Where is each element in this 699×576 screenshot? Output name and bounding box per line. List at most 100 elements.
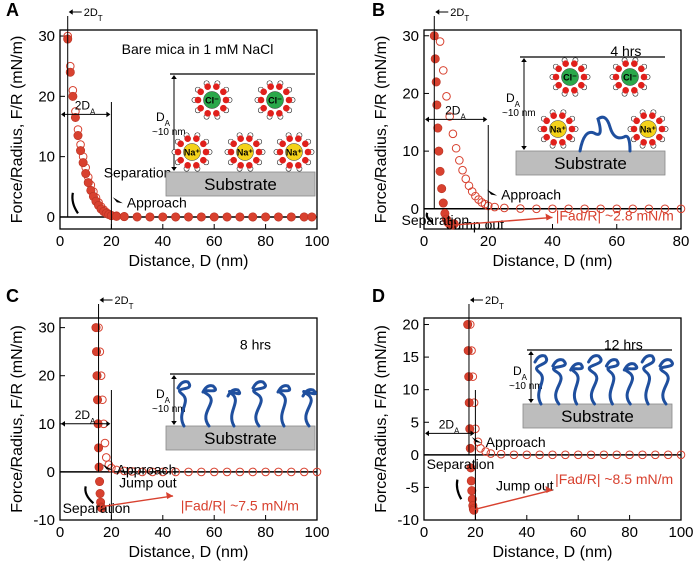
water-o-atom <box>612 73 620 81</box>
time-label: 12 hrs <box>604 336 643 352</box>
na-ion: Na⁺ <box>171 132 213 172</box>
water-o-atom <box>578 65 585 73</box>
ion-core <box>639 120 657 138</box>
approach-point <box>535 450 544 460</box>
water-o-atom <box>213 110 220 117</box>
separation-point <box>469 505 479 515</box>
y-tick-label: 10 <box>402 382 419 399</box>
approach-point <box>561 450 570 460</box>
arrow-head <box>470 430 475 437</box>
water-o-atom <box>640 112 647 119</box>
approach-point <box>100 438 110 448</box>
water-o-atom <box>571 60 578 67</box>
inset-da-label: DA <box>156 387 171 405</box>
y-tick-label: 20 <box>38 368 55 385</box>
approach-label: Approach <box>501 187 561 203</box>
ion-label: Na⁺ <box>550 125 567 135</box>
polymer-chain <box>301 388 317 428</box>
approach-point <box>500 203 509 213</box>
arrow-head <box>106 111 111 118</box>
cl-ion: Cl⁻ <box>549 57 591 97</box>
water-o-atom <box>615 81 622 89</box>
approach-point <box>596 204 605 214</box>
water-o-atom <box>197 104 204 112</box>
separation-point <box>467 486 477 496</box>
plot-frame <box>59 317 318 521</box>
inset-size-label: ~10 nm <box>152 404 186 415</box>
separation-point <box>81 169 91 179</box>
separation-point <box>449 219 459 229</box>
water-o-atom <box>543 133 550 141</box>
water-o-atom <box>568 125 576 133</box>
ion-label: Na⁺ <box>184 148 201 158</box>
water-o-atom <box>276 110 283 117</box>
water-o-atom <box>555 65 562 73</box>
separation-point <box>95 477 105 487</box>
water-o-atom <box>237 162 244 169</box>
arrow-head <box>61 421 65 427</box>
water-o-atom <box>552 73 560 81</box>
separation-arrow-icon <box>455 479 463 500</box>
water-o-atom <box>253 156 260 164</box>
y-tick-label: -5 <box>406 479 419 496</box>
water-o-atom <box>279 156 286 164</box>
polymer-chain <box>578 115 632 153</box>
ion-core <box>621 68 639 86</box>
separation-point <box>91 347 101 357</box>
separation-point <box>273 212 283 222</box>
separation-point <box>235 212 245 222</box>
approach-point <box>148 467 157 477</box>
water-o-atom <box>631 87 638 94</box>
ion-label: Na⁺ <box>640 125 657 135</box>
water-o-atom <box>194 96 202 104</box>
approach-point <box>209 467 219 477</box>
substrate-block <box>165 171 316 197</box>
approach-point <box>235 467 245 477</box>
x-tick-label: 20 <box>467 524 484 541</box>
water-o-atom <box>649 112 656 119</box>
jump-out-arrow <box>102 495 174 508</box>
jump-out-label: Jump out <box>446 217 504 233</box>
approach-point <box>197 467 206 477</box>
water-o-atom <box>658 125 666 133</box>
separation-point <box>463 346 473 356</box>
y-tick-label: 15 <box>402 349 419 366</box>
water-o-atom <box>260 104 267 112</box>
x-tick-label: 60 <box>206 233 223 250</box>
substrate-block <box>522 403 673 429</box>
water-o-atom <box>184 162 191 169</box>
water-o-atom <box>267 110 274 117</box>
substrate-block <box>165 425 316 451</box>
separation-point <box>433 123 443 133</box>
y-tick-label: 20 <box>38 88 55 105</box>
approach-point <box>599 450 609 460</box>
water-o-atom <box>540 125 548 133</box>
da-label: 2DA <box>75 98 96 116</box>
arrow-head <box>521 146 527 150</box>
approach-point <box>467 187 477 196</box>
water-o-atom <box>562 60 569 67</box>
x-tick-label: 40 <box>544 233 561 250</box>
approach-point <box>458 165 467 175</box>
polymer-chain <box>551 358 567 406</box>
separation-point <box>438 198 448 208</box>
arrow-head <box>99 297 104 303</box>
x-tick-label: 0 <box>56 233 64 250</box>
y-axis-label: Force/Radius, F/R (mN/m) <box>373 36 390 224</box>
approach-point <box>548 450 557 460</box>
ion-core <box>266 91 284 109</box>
water-o-atom <box>204 83 211 90</box>
separation-arrow-icon <box>425 212 433 223</box>
polymer-chain <box>587 354 603 406</box>
arrow-head <box>106 421 111 427</box>
water-o-atom <box>555 81 562 89</box>
water-o-atom <box>649 139 656 146</box>
x-tick-label: 60 <box>608 233 625 250</box>
water-o-atom <box>200 140 207 148</box>
water-o-atom <box>255 148 263 156</box>
water-o-atom <box>246 162 253 169</box>
approach-point <box>435 37 445 46</box>
separation-point <box>196 212 206 222</box>
polymer-chain <box>251 380 267 428</box>
